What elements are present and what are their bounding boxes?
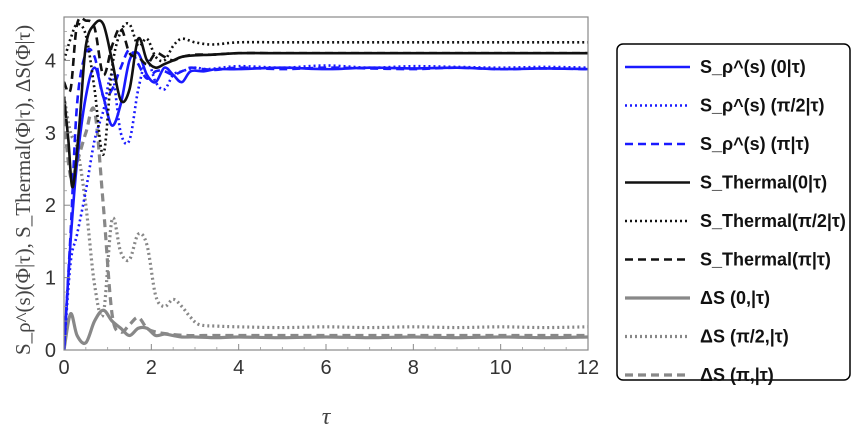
y-ticks: 0 1 2 3 4 <box>45 31 70 362</box>
legend-label: ΔS (π,|τ) <box>700 365 774 385</box>
x-tick-label: 6 <box>320 357 331 379</box>
legend-box <box>616 43 851 381</box>
legend-label: S_ρ^(s) (π|τ) <box>700 134 810 154</box>
legend-label: S_ρ^(s) (0|τ) <box>700 57 806 77</box>
series-line-2 <box>64 59 588 350</box>
x-axis-title: τ <box>322 404 332 430</box>
x-tick-label: 12 <box>577 357 599 379</box>
series-line-1 <box>64 50 588 350</box>
x-tick-label: 2 <box>146 357 157 379</box>
y-tick-label: 0 <box>45 340 56 362</box>
legend-label: S_Thermal(π|τ) <box>700 250 831 270</box>
legend: S_ρ^(s) (0|τ) S_ρ^(s) (π/2|τ) S_ρ^(s) (π|τ… <box>616 43 851 385</box>
x-tick-label: 10 <box>490 357 512 379</box>
y-tick-label: 1 <box>45 268 56 290</box>
y-tick-label: 3 <box>45 123 56 145</box>
x-tick-label: 0 <box>58 357 69 379</box>
legend-label: ΔS (0,|τ) <box>700 288 770 308</box>
series-line-9 <box>64 106 588 338</box>
x-tick-label: 8 <box>408 357 419 379</box>
legend-label: S_Thermal(0|τ) <box>700 173 827 193</box>
series-line-4 <box>64 19 588 189</box>
y-tick-label: 4 <box>45 50 56 72</box>
x-tick-label: 4 <box>233 357 244 379</box>
series-line-3 <box>64 47 588 350</box>
series-line-6 <box>64 17 588 94</box>
x-ticks: 0 2 4 6 8 10 12 <box>58 344 599 379</box>
y-axis-title: S_ρ^(s)(Φ|τ), S_Thermal(Φ|τ), ΔS(Φ|τ) <box>11 25 35 355</box>
legend-label: S_Thermal(π/2|τ) <box>700 211 846 231</box>
legend-label: S_ρ^(s) (π/2|τ) <box>700 96 825 116</box>
y-tick-label: 2 <box>45 195 56 217</box>
legend-label: ΔS (π/2,|τ) <box>700 327 789 347</box>
curves-layer <box>64 17 588 350</box>
series-line-8 <box>64 96 588 330</box>
